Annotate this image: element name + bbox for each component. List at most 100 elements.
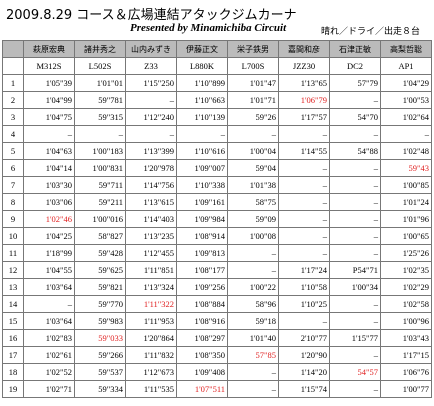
lap-number: 1 [2,74,24,92]
lap-time: 1'00"016 [74,210,126,228]
lap-time: 59"537 [74,363,126,381]
lap-time: 1'04"55 [23,261,75,279]
lap-time: 59"09 [227,210,279,228]
lap-time: 1'03"64 [23,278,75,296]
lap-row: 13 1'03"64 59"821 1'13"324 1'09"256 1'00"22 1'… [2,278,432,296]
lap-time: 1'08"350 [176,346,228,364]
lap-time: 1'00"04 [227,142,279,160]
driver-name: 萩原宏典 [23,40,75,58]
lap-time: – [329,244,381,262]
lap-time: 1'12"673 [125,363,177,381]
driver-name: 高梨哲聡 [380,40,432,58]
lap-time: 1'04"29 [380,74,432,92]
lap-number: 12 [2,261,24,279]
lap-number: 4 [2,125,24,143]
lap-time: 1'00"53 [380,91,432,109]
lap-time: – [329,91,381,109]
lap-time: – [278,125,330,143]
lap-row: 3 1'04"75 59"315 1'12"240 1'10"139 59"26 1'17"… [2,108,432,126]
lap-time: 2'10"77 [278,329,330,347]
lap-time: 1'13"65 [278,74,330,92]
lap-time: 59"625 [74,261,126,279]
lap-time: 1'08"884 [176,295,228,313]
lap-time: 58"827 [74,227,126,245]
lap-time: – [227,125,279,143]
car-model: JZZ30 [278,57,330,75]
best-lap-time: 59"43 [380,159,432,177]
lap-row: 9 1'02"46 1'00"016 1'14"403 1'09"984 59"09– –1… [2,210,432,228]
lap-time: 1'01"40 [227,329,279,347]
best-lap-time: 59"033 [74,329,126,347]
car-model: AP1 [380,57,432,75]
lap-time: – [329,193,381,211]
lap-time: 59"26 [227,108,279,126]
best-lap-time: 1'02"46 [23,210,75,228]
lap-time: – [23,295,75,313]
best-lap-time: 57"85 [227,346,279,364]
lap-time: 1'04"99 [23,91,75,109]
lap-time: 1'20"90 [278,346,330,364]
lap-time: 59"266 [74,346,126,364]
lap-time: 1'04"25 [23,227,75,245]
lap-row: 1 1'05"39 1'01"01 1'15"250 1'10"899 1'01"47 1'… [2,74,432,92]
lap-time: 1'17"15 [380,346,432,364]
lap-time: 1'01"96 [380,210,432,228]
lap-time: 1'02"83 [23,329,75,347]
lap-row: 5 1'04"63 1'00"183 1'13"399 1'10"616 1'00"04 1… [2,142,432,160]
lap-time: 1'00"77 [380,380,432,398]
lap-time: 59"315 [74,108,126,126]
lap-number: 13 [2,278,24,296]
lap-time: 1'13"615 [125,193,177,211]
lap-row: 6 1'04"14 1'00"831 1'20"978 1'09"007 59"04– –5… [2,159,432,177]
lap-number: 10 [2,227,24,245]
lap-time: 59"428 [74,244,126,262]
lap-time: 1'09"813 [176,244,228,262]
lap-time: 1'13"235 [125,227,177,245]
lap-time: 59"711 [74,176,126,194]
lap-row: 8 1'03"06 59"211 1'13"615 1'09"161 58"75– –1'0… [2,193,432,211]
lap-time: – [329,227,381,245]
lap-number: 11 [2,244,24,262]
lap-time: 54"70 [329,108,381,126]
lap-time: 59"821 [74,278,126,296]
lap-table: 萩原宏典 諸井秀之 山内みずき 伊藤正文 栄子鉄男 嘉間和彦 石津正敏 高梨哲聡 M312S L5… [2,40,432,398]
lap-time: 1'09"256 [176,278,228,296]
lap-number: 7 [2,176,24,194]
lap-time: 1'09"984 [176,210,228,228]
lap-time: 1'01"24 [380,193,432,211]
lap-time: 1'11"535 [125,380,177,398]
best-lap-time: 54"57 [329,363,381,381]
lap-time: 1'05"39 [23,74,75,92]
lap-time: 1'01"01 [74,74,126,92]
lap-time: 1'04"14 [23,159,75,177]
lap-row: 18 1'02"52 59"537 1'12"673 1'09"408–1'14"20 5… [2,363,432,381]
lap-time: – [278,227,330,245]
lap-number: 16 [2,329,24,347]
car-model: M312S [23,57,75,75]
lap-time: 1'18"99 [23,244,75,262]
lap-time: 1'10"25 [278,295,330,313]
lap-time: 1'00"183 [74,142,126,160]
lap-time: 1'00"08 [227,227,279,245]
lap-time: 1'15"74 [278,380,330,398]
driver-row: 萩原宏典 諸井秀之 山内みずき 伊藤正文 栄子鉄男 嘉間和彦 石津正敏 高梨哲聡 [2,40,432,58]
lap-number: 3 [2,108,24,126]
lap-time: 1'03"64 [23,312,75,330]
lap-time: – [278,312,330,330]
lap-time: 57"79 [329,74,381,92]
lap-time: 1'10"139 [176,108,228,126]
lap-row: 14–59"770 1'11"322 1'08"884 58"96 1'10"25–1'… [2,295,432,313]
lap-time: – [125,125,177,143]
lap-time: 1'02"52 [23,363,75,381]
lap-time: – [329,295,381,313]
lap-time: – [278,176,330,194]
lap-time: 1'17"57 [278,108,330,126]
lap-number: 17 [2,346,24,364]
lap-time: 1'20"978 [125,159,177,177]
lap-time: 1'00"96 [380,312,432,330]
lap-time: 1'02"48 [380,142,432,160]
lap-row: 17 1'02"61 59"266 1'11"832 1'08"350 57"85 1'20… [2,346,432,364]
lap-time: 1'17"24 [278,261,330,279]
lap-time: 59"770 [74,295,126,313]
